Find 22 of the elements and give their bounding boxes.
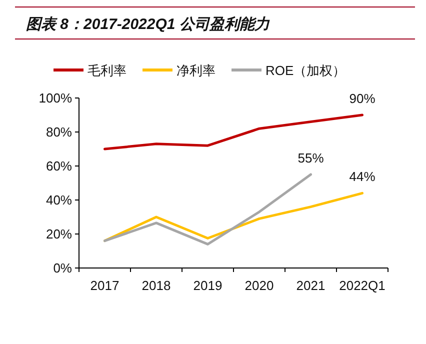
y-tick-label: 0% (53, 260, 72, 276)
y-tick-label: 100% (38, 90, 72, 106)
y-tick-label: 80% (46, 124, 72, 140)
y-tick-label: 60% (46, 158, 72, 174)
legend-label: 毛利率 (88, 63, 126, 78)
x-tick-label: 2017 (90, 278, 120, 293)
legend-label: ROE（加权） (266, 63, 346, 78)
x-tick-label: 2021 (296, 278, 326, 293)
legend-label: 净利率 (176, 63, 216, 78)
line-series (104, 114, 364, 150)
annotation: 44% (349, 169, 376, 184)
y-tick-label: 20% (46, 226, 72, 242)
annotation: 90% (349, 91, 376, 106)
x-tick-label: 2022Q1 (339, 278, 386, 293)
annotation: 55% (298, 150, 324, 166)
x-tick-label: 2020 (244, 278, 274, 293)
x-tick-label: 2018 (142, 278, 171, 293)
y-tick-label: 40% (46, 192, 72, 208)
chart-title: 图表 8：2017-2022Q1 公司盈利能力 (26, 16, 270, 33)
line-series (104, 192, 364, 242)
line-series (104, 173, 312, 246)
x-tick-label: 2019 (193, 278, 222, 293)
